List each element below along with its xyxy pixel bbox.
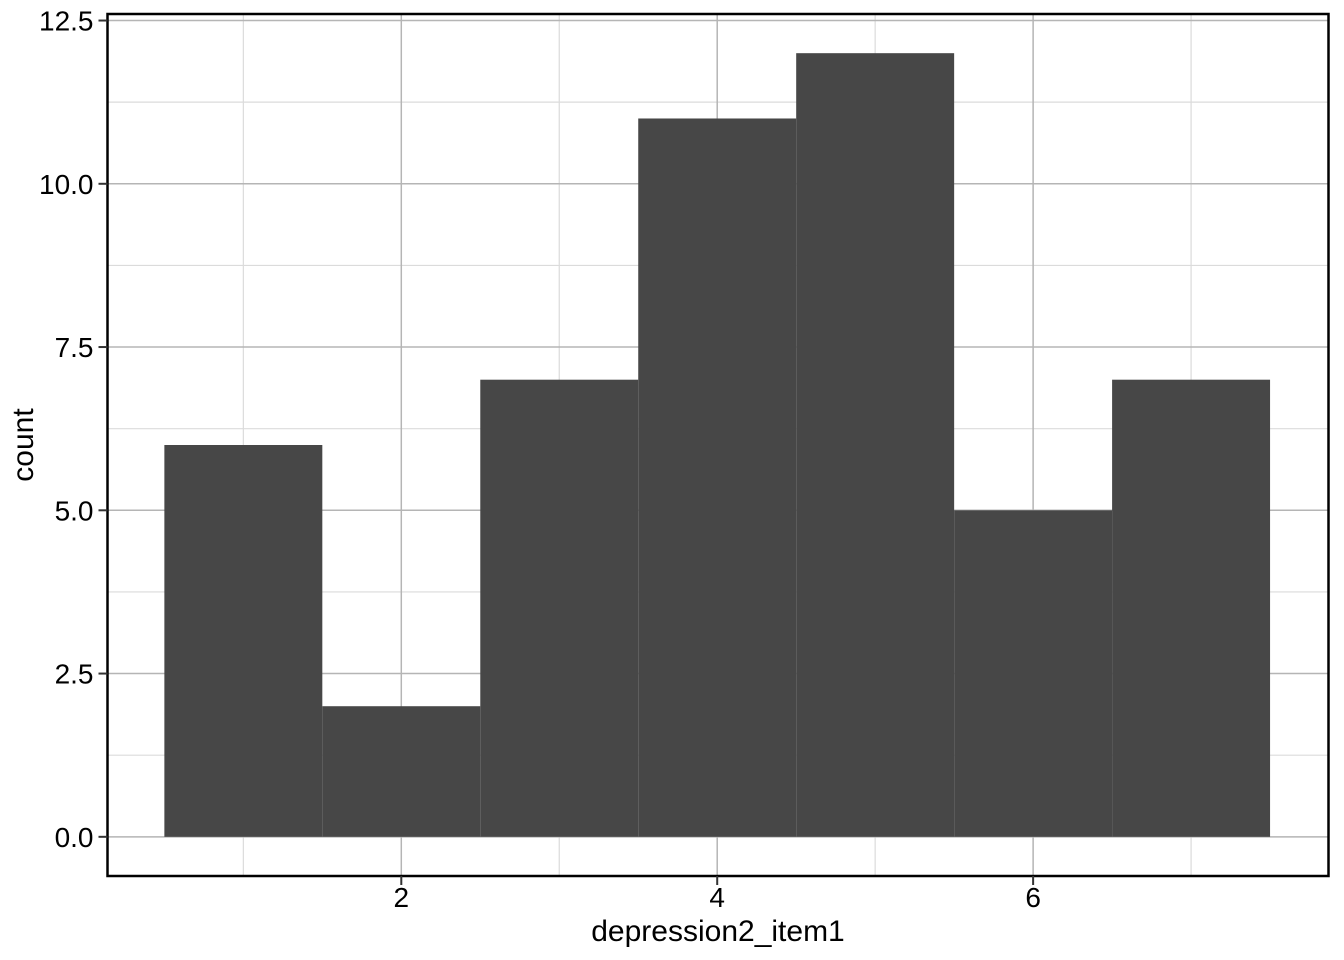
y-tick-label: 2.5 xyxy=(55,659,94,690)
histogram-bar xyxy=(638,118,797,837)
histogram-bar xyxy=(954,510,1113,837)
histogram-bar xyxy=(322,706,481,837)
histogram-bar xyxy=(1112,379,1271,837)
x-tick-label: 4 xyxy=(709,882,725,913)
x-axis-title: depression2_item1 xyxy=(591,915,845,948)
histogram-bar xyxy=(480,379,639,837)
y-tick-label: 7.5 xyxy=(55,332,94,363)
y-tick-label: 5.0 xyxy=(55,495,94,526)
y-tick-label: 12.5 xyxy=(39,6,94,37)
histogram-bar xyxy=(164,445,323,837)
x-tick-label: 6 xyxy=(1025,882,1041,913)
histogram-bar xyxy=(796,53,955,837)
y-axis-title: count xyxy=(7,408,40,482)
x-tick-label: 2 xyxy=(394,882,410,913)
y-tick-label: 0.0 xyxy=(55,822,94,853)
y-tick-label: 10.0 xyxy=(39,169,94,200)
